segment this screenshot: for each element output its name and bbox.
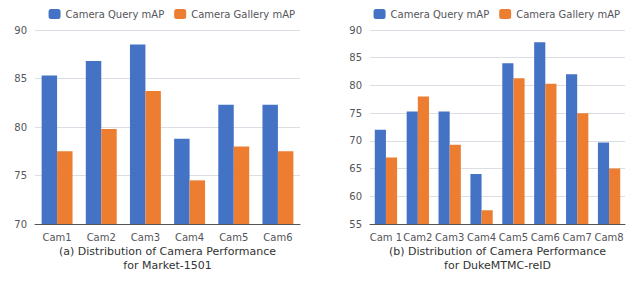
svg-text:80: 80 [349,80,362,91]
svg-text:90: 90 [14,25,27,36]
svg-text:85: 85 [14,73,27,84]
svg-text:80: 80 [14,122,27,133]
svg-text:Cam2: Cam2 [87,232,116,243]
svg-text:75: 75 [14,170,27,181]
svg-text:65: 65 [349,163,362,174]
svg-text:Cam5: Cam5 [499,232,528,243]
svg-text:70: 70 [349,135,362,146]
svg-text:Camera Gallery mAP: Camera Gallery mAP [191,9,295,20]
svg-text:Cam 1: Cam 1 [370,232,402,243]
svg-text:60: 60 [349,191,362,202]
svg-text:(a) Distribution of Camera Per: (a) Distribution of Camera Performance [59,245,276,258]
svg-text:70: 70 [14,219,27,230]
svg-text:Cam6: Cam6 [263,232,292,243]
svg-text:Cam2: Cam2 [403,232,432,243]
svg-text:Cam4: Cam4 [467,232,496,243]
svg-text:Cam3: Cam3 [131,232,160,243]
svg-text:Cam4: Cam4 [175,232,204,243]
svg-text:Cam3: Cam3 [435,232,464,243]
svg-text:Camera Query mAP: Camera Query mAP [66,9,165,20]
svg-text:(b) Distribution of Camera Per: (b) Distribution of Camera Performance [389,245,606,258]
svg-text:Cam1: Cam1 [42,232,71,243]
svg-text:90: 90 [349,25,362,36]
svg-text:Cam5: Cam5 [219,232,248,243]
svg-text:55: 55 [349,219,362,230]
svg-text:85: 85 [349,52,362,63]
svg-text:Cam6: Cam6 [531,232,560,243]
svg-text:for Market-1501: for Market-1501 [123,259,211,272]
svg-text:Cam7: Cam7 [563,232,592,243]
svg-text:for DukeMTMC-reID: for DukeMTMC-reID [444,259,551,272]
svg-text:Camera Query mAP: Camera Query mAP [391,9,490,20]
svg-text:75: 75 [349,108,362,119]
svg-text:Cam8: Cam8 [594,232,623,243]
svg-text:Camera Gallery mAP: Camera Gallery mAP [516,9,620,20]
